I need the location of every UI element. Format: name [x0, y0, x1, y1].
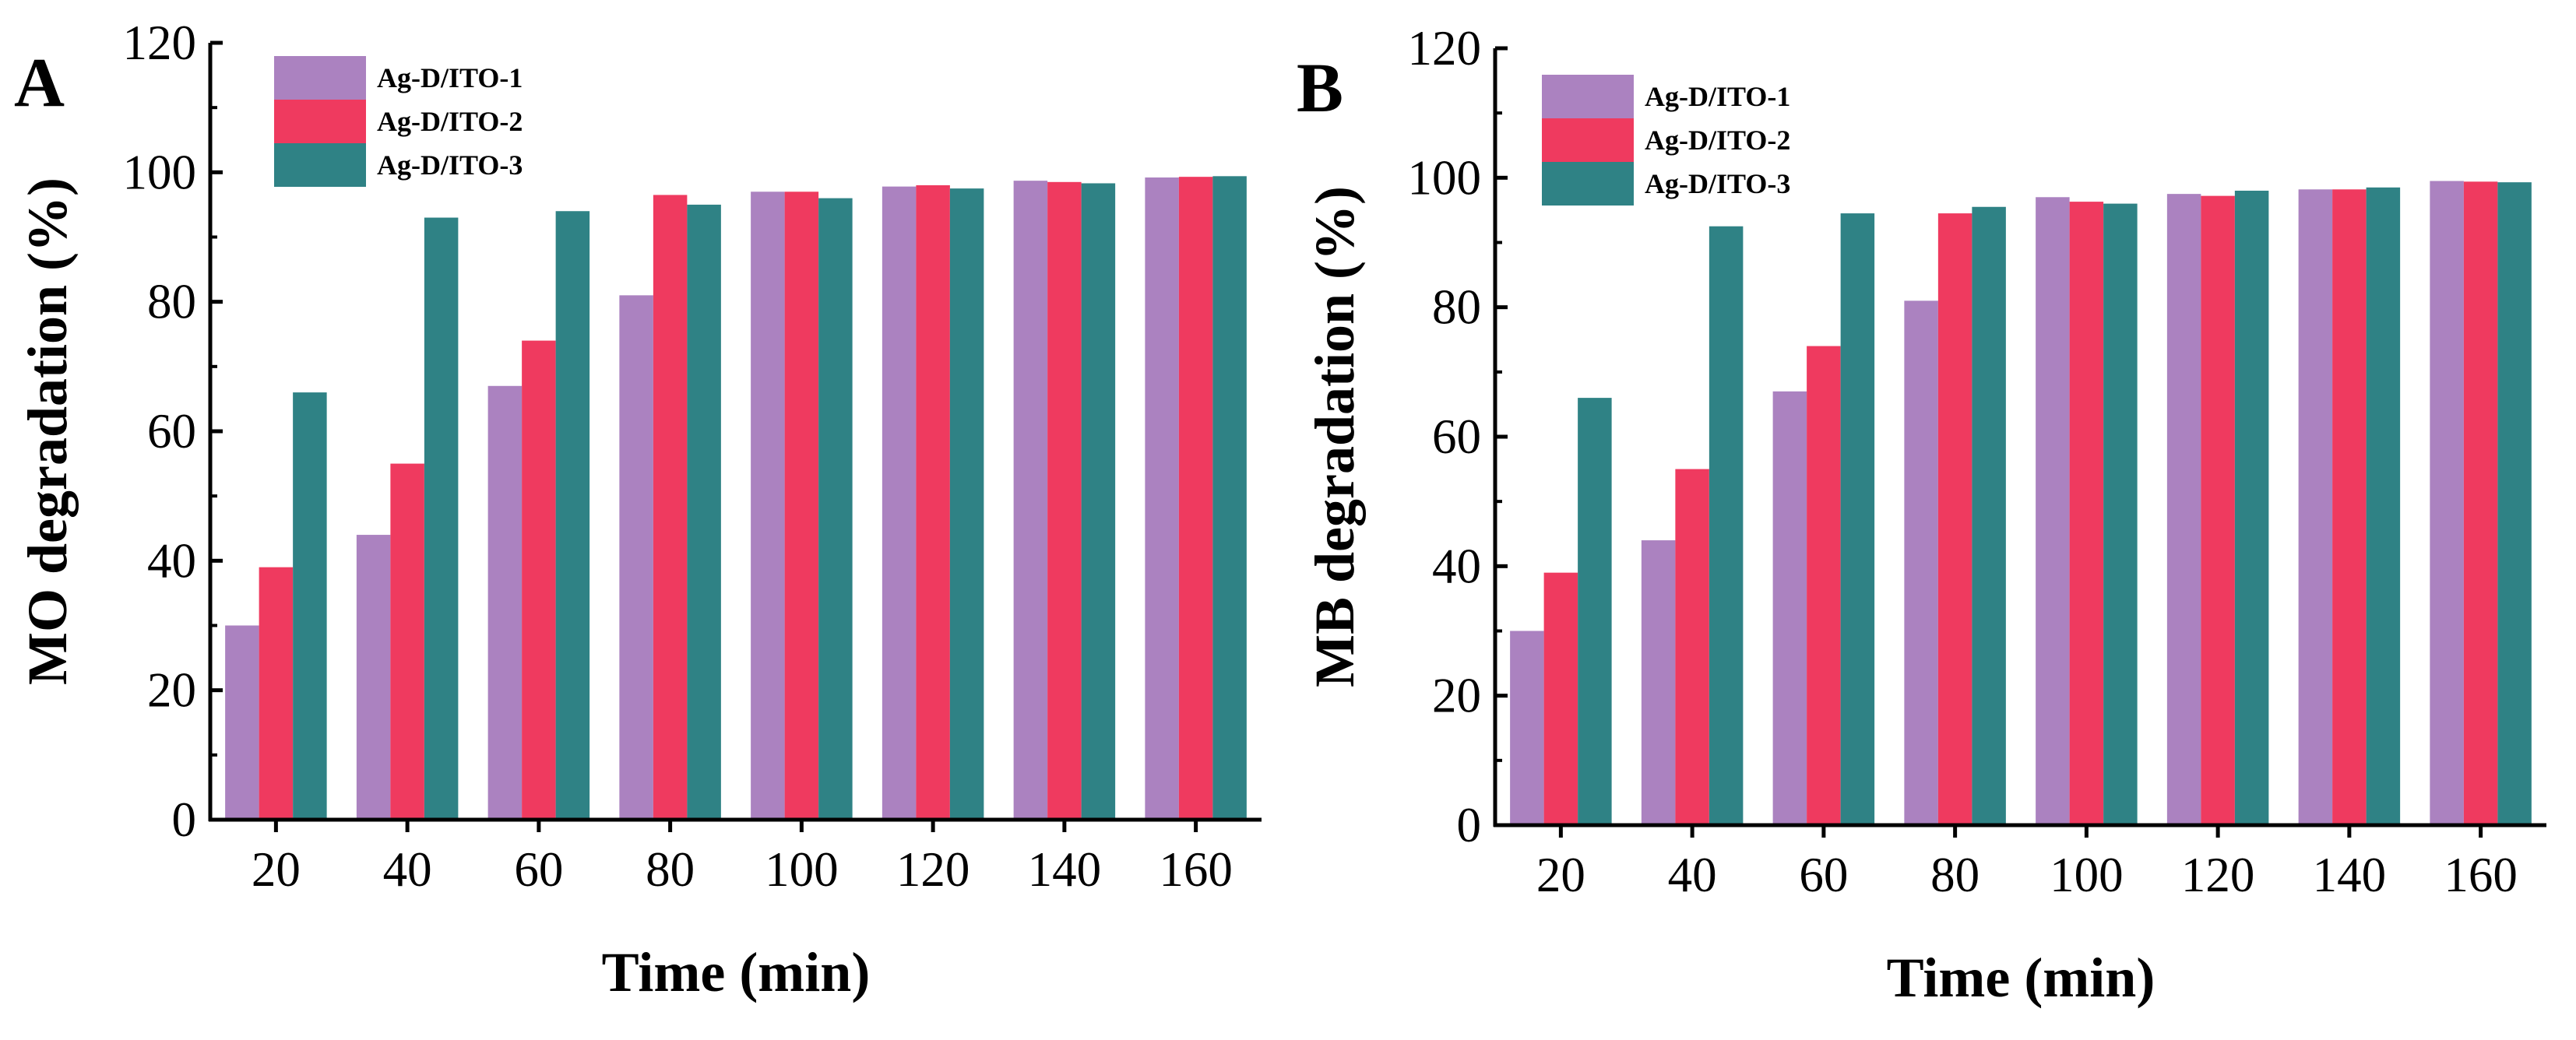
x-tick-label: 20 — [252, 842, 301, 897]
x-tick-label: 100 — [2050, 848, 2124, 902]
bar-ag-d-ito-1-20 — [1510, 631, 1544, 825]
bar-ag-d-ito-2-60 — [522, 340, 556, 820]
y-tick-label: 60 — [147, 404, 196, 459]
bar-ag-d-ito-1-120 — [882, 186, 917, 820]
bar-ag-d-ito-2-120 — [916, 184, 950, 820]
legend-swatch — [274, 143, 366, 187]
bar-ag-d-ito-2-60 — [1807, 346, 1841, 826]
x-tick-label: 40 — [1668, 848, 1717, 902]
bar-ag-d-ito-2-160 — [1178, 177, 1213, 820]
bar-ag-d-ito-1-140 — [1013, 181, 1048, 820]
x-tick-label: 140 — [2313, 848, 2387, 902]
x-tick-label: 60 — [514, 842, 563, 897]
y-axis-title: MB degradation (%) — [1304, 186, 1366, 687]
x-tick-label: 140 — [1028, 842, 1102, 897]
bar-ag-d-ito-2-100 — [2069, 202, 2104, 826]
y-tick-label: 100 — [123, 145, 197, 199]
legend-swatch — [274, 100, 366, 143]
bar-ag-d-ito-3-80 — [687, 204, 721, 820]
x-tick-label: 120 — [2181, 848, 2255, 902]
chart-panel-b: 0 20 40 60 80 100 120 20 40 60 80 100 120 140 160 Time … — [1297, 21, 2546, 1009]
bar-ag-d-ito-3-120 — [2234, 190, 2269, 825]
bar-ag-d-ito-3-160 — [2497, 182, 2532, 825]
legend-label: Ag-D/ITO-1 — [1645, 81, 1790, 112]
bar-ag-d-ito-3-80 — [1972, 206, 2006, 826]
y-tick-label: 0 — [172, 792, 197, 847]
bar-ag-d-ito-1-60 — [487, 385, 523, 820]
bar-ag-d-ito-1-40 — [356, 535, 391, 820]
bar-ag-d-ito-2-140 — [1047, 181, 1082, 820]
y-tick-label: 40 — [147, 533, 196, 588]
legend-swatch — [1542, 118, 1634, 162]
bar-ag-d-ito-2-80 — [1937, 213, 1972, 825]
panel-label: B — [1297, 50, 1343, 127]
y-tick-label: 80 — [1432, 280, 1481, 335]
bar-ag-d-ito-1-100 — [2036, 197, 2070, 826]
y-tick-label: 80 — [147, 275, 196, 329]
y-tick-label: 100 — [1408, 150, 1482, 205]
bar-ag-d-ito-1-160 — [2430, 181, 2464, 825]
bar-ag-d-ito-2-160 — [2463, 181, 2498, 825]
legend-swatch — [1542, 162, 1634, 206]
bar-ag-d-ito-2-20 — [259, 567, 294, 820]
bar-ag-d-ito-1-40 — [1641, 540, 1676, 825]
bar-ag-d-ito-2-100 — [784, 191, 819, 820]
bar-ag-d-ito-2-140 — [2332, 189, 2367, 825]
bar-ag-d-ito-3-60 — [1840, 213, 1875, 825]
bar-ag-d-ito-1-140 — [2298, 189, 2333, 825]
legend-label: Ag-D/ITO-3 — [1645, 168, 1790, 199]
y-tick-label: 120 — [123, 16, 197, 70]
bar-ag-d-ito-2-120 — [2201, 195, 2235, 825]
x-tick-label: 80 — [646, 842, 695, 897]
x-tick-label: 20 — [1536, 848, 1585, 902]
bar-ag-d-ito-3-60 — [555, 211, 590, 820]
bar-ag-d-ito-2-20 — [1543, 572, 1578, 825]
bar-ag-d-ito-3-120 — [949, 188, 984, 820]
bar-ag-d-ito-2-80 — [653, 195, 688, 820]
bar-ag-d-ito-2-40 — [390, 463, 424, 820]
bar-ag-d-ito-3-40 — [1709, 226, 1744, 825]
bar-ag-d-ito-3-40 — [424, 217, 459, 820]
bar-ag-d-ito-2-40 — [1675, 469, 1709, 825]
legend-label: Ag-D/ITO-2 — [377, 106, 523, 137]
x-tick-label: 40 — [383, 842, 432, 897]
bar-ag-d-ito-1-80 — [619, 295, 653, 820]
bar-ag-d-ito-1-160 — [1145, 177, 1179, 820]
x-tick-label: 60 — [1799, 848, 1848, 902]
legend-label: Ag-D/ITO-2 — [1645, 125, 1790, 156]
y-tick-label: 40 — [1432, 539, 1481, 593]
y-tick-label: 60 — [1432, 409, 1481, 464]
legend-swatch — [1542, 75, 1634, 118]
bar-ag-d-ito-3-160 — [1212, 176, 1247, 820]
bar-ag-d-ito-1-20 — [225, 625, 259, 820]
x-tick-label: 80 — [1930, 848, 1980, 902]
bar-ag-d-ito-1-60 — [1772, 391, 1807, 825]
x-tick-label: 100 — [765, 842, 839, 897]
panel-label: A — [14, 44, 65, 121]
bar-ag-d-ito-1-120 — [2166, 194, 2201, 825]
legend-swatch — [274, 56, 366, 100]
bar-ag-d-ito-1-100 — [751, 191, 785, 820]
y-axis-title: MO degradation (%) — [16, 177, 79, 685]
chart-panel-a: 0 20 40 60 80 100 120 20 40 60 80 100 120 140 160 Time … — [14, 16, 1262, 1003]
bar-ag-d-ito-3-140 — [2366, 187, 2401, 825]
y-tick-label: 20 — [147, 663, 196, 718]
legend-label: Ag-D/ITO-3 — [377, 149, 523, 181]
bar-ag-d-ito-1-80 — [1904, 300, 1938, 826]
y-tick-label: 120 — [1408, 21, 1482, 76]
x-tick-label: 160 — [1159, 842, 1233, 897]
y-tick-label: 20 — [1432, 669, 1481, 723]
legend-label: Ag-D/ITO-1 — [377, 62, 523, 93]
bar-ag-d-ito-3-20 — [1578, 398, 1612, 826]
x-tick-label: 160 — [2444, 848, 2518, 902]
bar-ag-d-ito-3-140 — [1081, 183, 1116, 820]
y-tick-label: 0 — [1457, 798, 1482, 852]
x-axis-title: Time (min) — [1887, 947, 2155, 1009]
x-tick-label: 120 — [896, 842, 970, 897]
bar-ag-d-ito-3-100 — [818, 198, 853, 820]
bar-ag-d-ito-3-20 — [293, 392, 327, 820]
bar-ag-d-ito-3-100 — [2103, 203, 2138, 826]
x-axis-title: Time (min) — [602, 941, 871, 1003]
